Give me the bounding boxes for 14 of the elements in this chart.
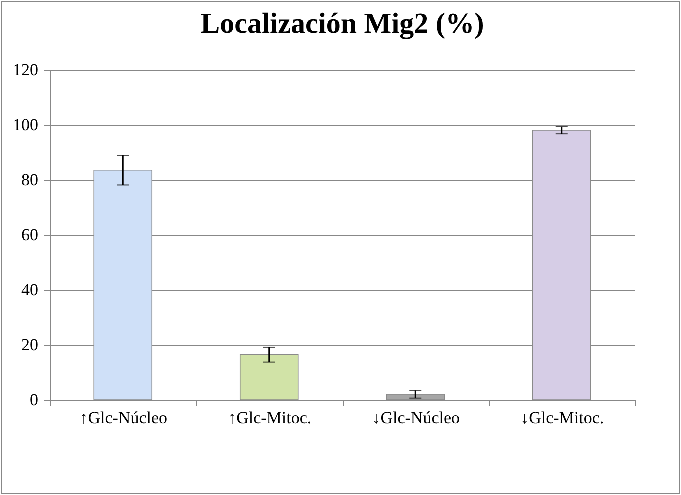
x-tick-label: ↑Glc-Núcleo: [80, 408, 168, 428]
y-tick-label: 120: [13, 60, 38, 80]
y-tick-label: 100: [13, 116, 38, 134]
y-tick-label: 40: [22, 280, 38, 300]
x-tick-label: ↓Glc-Mitoc.: [520, 408, 604, 428]
y-tick-label: 0: [30, 390, 38, 410]
y-tick-label: 60: [22, 226, 38, 244]
x-tick-label: ↓Glc-Núcleo: [372, 408, 460, 428]
chart-title: Localización Mig2 (%): [200, 8, 484, 40]
bar: [386, 394, 446, 400]
bar: [240, 354, 299, 400]
y-tick-label: 20: [22, 336, 38, 354]
x-tick-label: ↑Glc-Mitoc.: [228, 408, 312, 428]
y-tick-label: 80: [22, 170, 38, 190]
